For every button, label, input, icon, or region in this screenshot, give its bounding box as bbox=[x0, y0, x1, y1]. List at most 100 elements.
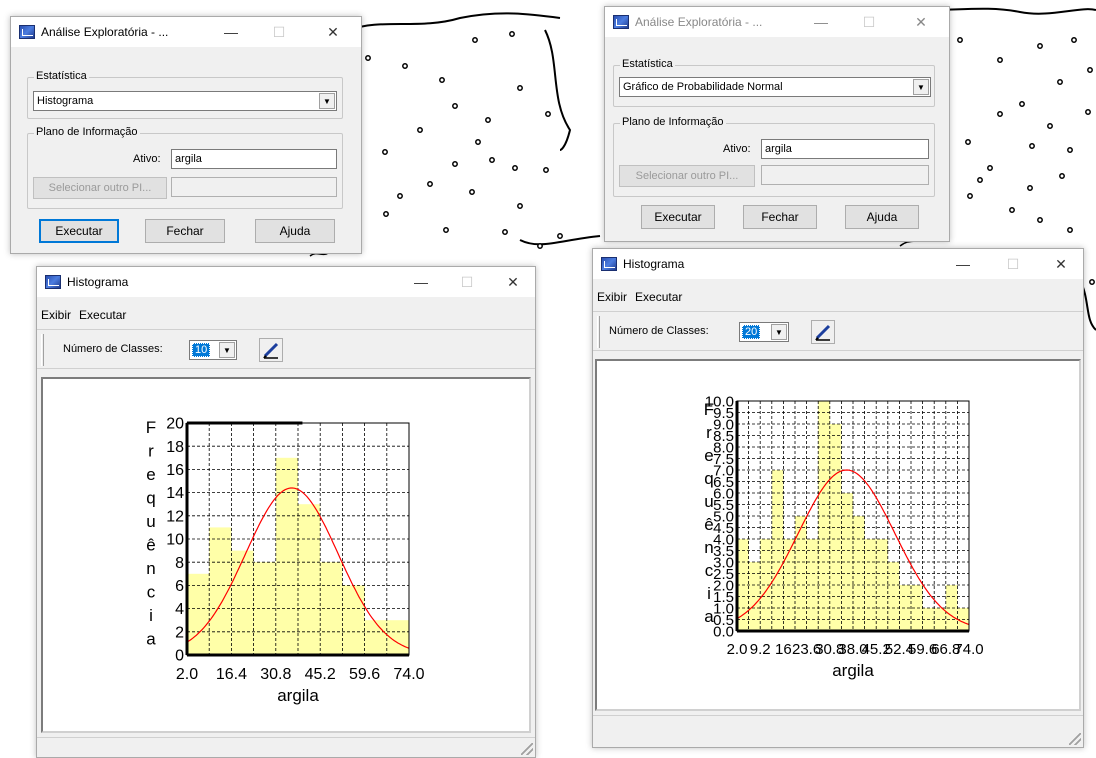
active-label: Ativo: bbox=[133, 153, 161, 165]
app-window-icon bbox=[19, 25, 35, 39]
title-bar[interactable]: Análise Exploratória - ... — ☐ ✕ bbox=[11, 17, 361, 47]
y-axis-label-char: r bbox=[148, 442, 154, 461]
classes-label: Número de Classes: bbox=[63, 343, 163, 355]
x-tick-label: 2.0 bbox=[727, 641, 748, 658]
y-axis-label-char: q bbox=[146, 489, 155, 508]
pencil-button[interactable] bbox=[259, 338, 283, 362]
app-window-icon bbox=[45, 275, 61, 289]
station-point-icon bbox=[365, 55, 371, 61]
station-point-icon bbox=[1059, 173, 1065, 179]
station-point-icon bbox=[402, 63, 408, 69]
select-other-button[interactable]: Selecionar outro PI... bbox=[33, 177, 167, 199]
station-point-icon bbox=[383, 211, 389, 217]
active-field[interactable]: argila bbox=[761, 139, 929, 159]
y-axis-label-char: a bbox=[704, 607, 714, 626]
chevron-down-icon[interactable]: ▼ bbox=[319, 93, 335, 109]
close-icon[interactable]: ✕ bbox=[327, 23, 339, 40]
y-tick-label: 2.0 bbox=[713, 577, 734, 594]
station-point-icon bbox=[427, 181, 433, 187]
other-pi-field[interactable] bbox=[761, 165, 929, 185]
y-axis-label-char: ê bbox=[146, 536, 155, 555]
x-tick-label: 74.0 bbox=[954, 641, 983, 658]
close-button[interactable]: Fechar bbox=[743, 205, 817, 229]
statistics-group-label: Estatística bbox=[34, 70, 89, 82]
select-other-button[interactable]: Selecionar outro PI... bbox=[619, 165, 755, 187]
menu-executar[interactable]: Executar bbox=[79, 308, 127, 322]
execute-button[interactable]: Executar bbox=[39, 219, 119, 243]
chevron-down-icon[interactable]: ▼ bbox=[913, 79, 929, 95]
station-point-icon bbox=[967, 193, 973, 199]
station-point-icon bbox=[1029, 143, 1035, 149]
statistics-select[interactable]: Histograma ▼ bbox=[33, 91, 337, 111]
x-tick-label: 52.4 bbox=[885, 641, 914, 658]
help-button[interactable]: Ajuda bbox=[845, 205, 919, 229]
station-point-icon bbox=[1009, 207, 1015, 213]
station-point-icon bbox=[957, 37, 963, 43]
x-axis-label: argila bbox=[277, 686, 319, 705]
execute-button[interactable]: Executar bbox=[641, 205, 715, 229]
y-tick-label: 8 bbox=[175, 555, 184, 572]
menu-bar: Exibir Executar bbox=[37, 305, 535, 325]
info-plan-group: Plano de Informação bbox=[613, 116, 935, 197]
maximize-icon[interactable]: ☐ bbox=[272, 23, 286, 40]
histogram-bar bbox=[899, 585, 911, 631]
x-tick-label: 45.2 bbox=[305, 666, 336, 683]
y-tick-label: 2.5 bbox=[713, 566, 734, 583]
classes-select[interactable]: 10 ▼ bbox=[189, 340, 237, 360]
y-tick-label: 12 bbox=[166, 508, 184, 525]
classes-select[interactable]: 20 ▼ bbox=[739, 322, 789, 342]
station-point-icon bbox=[509, 31, 515, 37]
window-title: Histograma bbox=[623, 257, 685, 271]
x-tick-label: 59.6 bbox=[349, 666, 380, 683]
y-axis-label-char: q bbox=[704, 469, 713, 488]
pencil-icon bbox=[263, 342, 279, 359]
resize-grip[interactable] bbox=[521, 743, 533, 755]
menu-exibir[interactable]: Exibir bbox=[597, 290, 628, 304]
toolbar-grip[interactable] bbox=[41, 334, 44, 366]
window-title: Histograma bbox=[67, 275, 129, 289]
y-tick-label: 0.0 bbox=[713, 623, 734, 640]
histogram-bar bbox=[209, 527, 232, 655]
maximize-icon[interactable]: ☐ bbox=[460, 273, 474, 290]
station-point-icon bbox=[977, 177, 983, 183]
y-axis-label-char: n bbox=[704, 538, 713, 557]
statistics-group: Estatística bbox=[613, 58, 935, 107]
maximize-icon[interactable]: ☐ bbox=[862, 13, 876, 30]
maximize-icon[interactable]: ☐ bbox=[1006, 255, 1020, 272]
y-tick-label: 1.0 bbox=[713, 600, 734, 617]
title-bar[interactable]: Histograma — ☐ ✕ bbox=[593, 249, 1083, 279]
other-pi-field[interactable] bbox=[171, 177, 337, 197]
resize-grip[interactable] bbox=[1069, 733, 1081, 745]
close-icon[interactable]: ✕ bbox=[507, 273, 519, 290]
chevron-down-icon[interactable]: ▼ bbox=[771, 324, 787, 340]
title-bar[interactable]: Histograma — ☐ ✕ bbox=[37, 267, 535, 297]
statistics-select[interactable]: Gráfico de Probabilidade Normal ▼ bbox=[619, 77, 931, 97]
x-tick-label: 66.8 bbox=[931, 641, 960, 658]
y-axis-label-char: c bbox=[147, 583, 156, 602]
histogram-bar bbox=[945, 585, 958, 631]
close-icon[interactable]: ✕ bbox=[1055, 255, 1067, 272]
close-icon[interactable]: ✕ bbox=[915, 13, 927, 30]
active-label: Ativo: bbox=[723, 143, 751, 155]
pencil-button[interactable] bbox=[811, 320, 835, 344]
toolbar-grip[interactable] bbox=[597, 316, 600, 348]
minimize-icon[interactable]: — bbox=[414, 274, 428, 290]
x-tick-label: 59.6 bbox=[908, 641, 937, 658]
histogram-bar bbox=[760, 539, 772, 631]
minimize-icon[interactable]: — bbox=[224, 24, 238, 40]
title-bar[interactable]: Análise Exploratória - ... — ☐ ✕ bbox=[605, 7, 949, 37]
menu-executar[interactable]: Executar bbox=[635, 290, 683, 304]
minimize-icon[interactable]: — bbox=[956, 256, 970, 272]
station-point-icon bbox=[475, 139, 481, 145]
y-tick-label: 4.0 bbox=[713, 531, 734, 548]
app-window-icon bbox=[601, 257, 617, 271]
y-tick-label: 16 bbox=[166, 462, 184, 479]
help-button[interactable]: Ajuda bbox=[255, 219, 335, 243]
chevron-down-icon[interactable]: ▼ bbox=[219, 342, 235, 358]
menu-exibir[interactable]: Exibir bbox=[41, 308, 72, 322]
close-button[interactable]: Fechar bbox=[145, 219, 225, 243]
histogram-bar bbox=[298, 504, 321, 655]
active-field[interactable]: argila bbox=[171, 149, 337, 169]
window-title: Análise Exploratória - ... bbox=[635, 15, 763, 29]
minimize-icon[interactable]: — bbox=[814, 14, 828, 30]
